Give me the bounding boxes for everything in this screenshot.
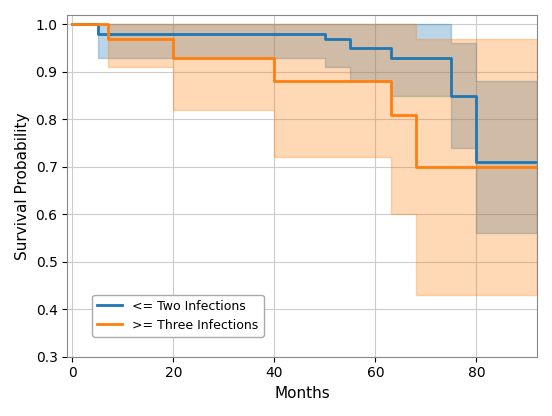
X-axis label: Months: Months <box>274 386 330 401</box>
Legend: <= Two Infections, >= Three Infections: <= Two Infections, >= Three Infections <box>92 295 263 337</box>
Y-axis label: Survival Probability: Survival Probability <box>15 112 30 260</box>
